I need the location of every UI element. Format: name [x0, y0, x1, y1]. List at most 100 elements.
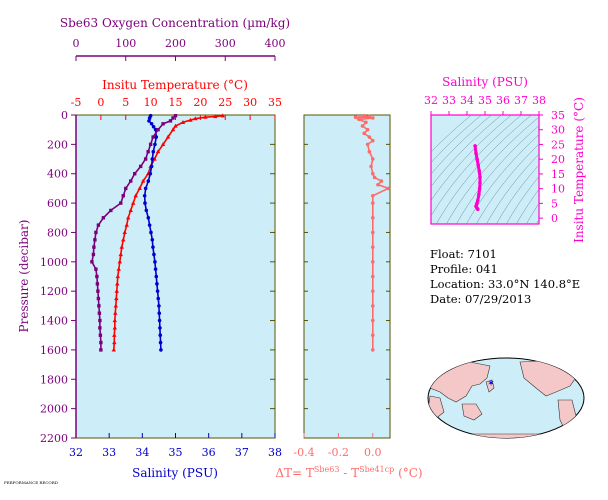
- ts-point: [477, 186, 482, 191]
- oxygen-tick-label: 200: [165, 37, 186, 50]
- oxygen-point: [119, 201, 123, 205]
- ts-isopycnal: [431, 115, 492, 175]
- ts-isopycnal: [466, 134, 539, 224]
- pressure-tick-label: 1600: [40, 344, 68, 357]
- oxygen-series: [90, 114, 178, 352]
- salinity-axis-ticks: 32 33 34 35 36 37 38: [69, 433, 282, 459]
- pressure-tick-label: 2000: [40, 403, 68, 416]
- ts-salinity-tick-label: 35: [478, 94, 492, 107]
- temperature-axis-ticks: -5 0 5 10 15 20 25 30 35: [71, 96, 282, 120]
- pressure-tick-label: 2200: [40, 432, 68, 445]
- temperature-point: [121, 237, 126, 242]
- oxygen-point: [94, 267, 98, 271]
- ts-salinity-axis-title: Salinity (PSU): [442, 75, 528, 89]
- difference-point: [367, 149, 372, 154]
- difference-point: [371, 260, 375, 264]
- salinity-point: [146, 215, 151, 220]
- salinity-point: [143, 186, 148, 191]
- difference-tick-label: 0.0: [364, 446, 382, 459]
- oxygen-point: [98, 326, 102, 330]
- pressure-tick-label: 0: [61, 109, 68, 122]
- difference-point: [386, 186, 391, 191]
- temperature-point: [173, 123, 178, 128]
- difference-point: [371, 230, 375, 235]
- difference-point: [371, 274, 375, 279]
- oxygen-point: [95, 274, 99, 279]
- temperature-tick-label: 25: [218, 96, 232, 109]
- temperature-point: [114, 296, 119, 301]
- oxygen-point: [121, 194, 125, 198]
- oxygen-point: [138, 164, 143, 169]
- float-location: Location: 33.0°N 140.8°E: [430, 277, 580, 291]
- ts-point: [476, 207, 480, 212]
- difference-point: [365, 142, 370, 147]
- ts-isopycnal: [446, 116, 539, 224]
- ts-temperature-tick-label: 5: [551, 197, 558, 210]
- difference-label-part-2: - T: [339, 466, 359, 480]
- temperature-tick-label: 0: [97, 96, 104, 109]
- difference-point: [379, 179, 384, 183]
- difference-point: [371, 201, 375, 205]
- temperature-point: [112, 318, 118, 323]
- oxygen-axis-title: Sbe63 Oxygen Concentration (µm/kg): [60, 16, 290, 30]
- difference-point: [367, 114, 372, 119]
- ts-salinity-tick-label: 36: [496, 94, 510, 107]
- ts-isopycnal: [476, 143, 539, 224]
- ts-isopycnal-lines: [431, 115, 539, 224]
- ts-temperature-tick-label: 30: [551, 124, 565, 137]
- ts-salinity-tick-label: 34: [460, 94, 474, 107]
- difference-label-sub-2: Sbe41cp: [359, 465, 394, 474]
- salinity-point: [151, 149, 156, 154]
- oxygen-point: [96, 289, 100, 293]
- oxygen-point: [96, 296, 101, 301]
- map-antarctica: [439, 433, 581, 438]
- salinity-axis-title: Salinity (PSU): [132, 466, 218, 480]
- difference-panel: -0.4 -0.2 0.0 ΔT= TSbe63 - TSbe41cp (°C): [275, 113, 423, 480]
- temperature-point: [170, 127, 176, 132]
- difference-label-part-3: (°C): [394, 466, 422, 480]
- temperature-point: [137, 186, 142, 191]
- pressure-tick-label: 400: [47, 168, 68, 181]
- ts-isopycnal: [456, 125, 539, 224]
- salinity-point: [152, 252, 156, 257]
- difference-point: [353, 115, 358, 120]
- oxygen-tick-label: 100: [115, 37, 136, 50]
- oxygen-axis-ticks: 0 100 200 300 400: [73, 37, 286, 61]
- temperature-point: [155, 149, 161, 154]
- temperature-point: [126, 215, 131, 220]
- temperature-point: [188, 117, 193, 122]
- temperature-point: [213, 114, 218, 119]
- difference-point: [371, 116, 375, 120]
- oxygen-point: [91, 252, 96, 257]
- temperature-point: [119, 244, 124, 249]
- ts-isopycnal: [431, 115, 482, 164]
- difference-point: [371, 215, 375, 220]
- oxygen-point: [171, 116, 175, 120]
- difference-point: [365, 127, 370, 132]
- profile-plot-area: [75, 114, 276, 439]
- pressure-tick-label: 1000: [40, 256, 68, 269]
- salinity-point: [147, 223, 152, 227]
- map-japan: [485, 379, 495, 393]
- temperature-axis-title: Insitu Temperature (°C): [102, 78, 248, 92]
- ts-isopycnal: [516, 188, 539, 224]
- oxygen-point: [99, 348, 103, 352]
- ts-salinity-tick-label: 33: [442, 94, 456, 107]
- temperature-point: [165, 134, 171, 139]
- difference-point: [362, 131, 367, 136]
- difference-label-sub-1: Sbe63: [314, 465, 340, 474]
- ts-temperature-tick-label: 15: [551, 168, 565, 181]
- salinity-tick-label: 34: [135, 446, 149, 459]
- salinity-point: [149, 164, 154, 169]
- oxygen-point: [124, 186, 128, 191]
- temperature-point: [111, 347, 117, 352]
- oxygen-point: [148, 142, 153, 147]
- ts-point: [476, 198, 480, 203]
- ts-isopycnal: [506, 176, 539, 224]
- temperature-point: [112, 340, 117, 345]
- salinity-point: [150, 237, 155, 242]
- temperature-tick-label: -5: [71, 96, 82, 109]
- ts-temperature-tick-label: 0: [551, 212, 558, 225]
- ts-point: [473, 144, 477, 148]
